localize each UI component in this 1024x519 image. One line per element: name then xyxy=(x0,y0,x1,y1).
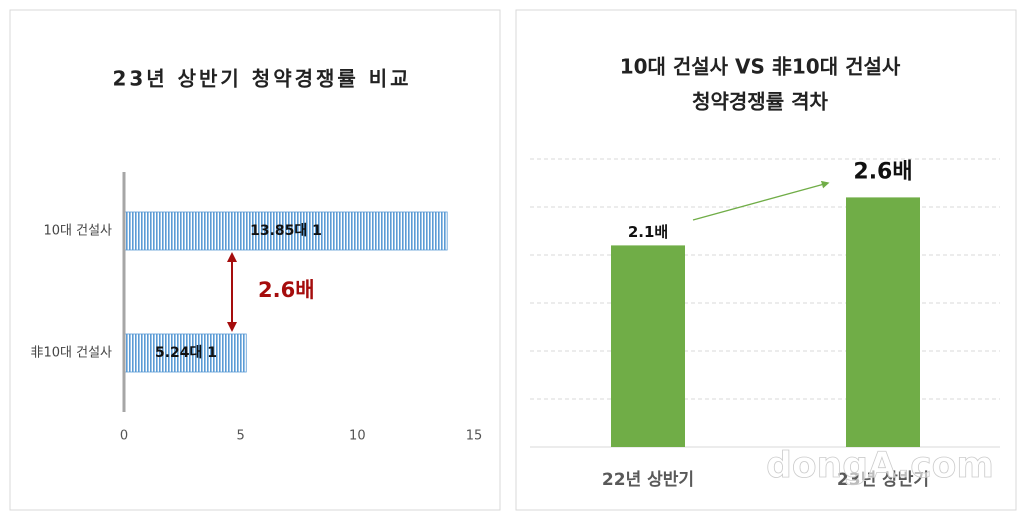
value-label: 2.1배 xyxy=(628,223,668,241)
category-label: 非10대 건설사 xyxy=(30,346,112,361)
chart-title: 23년 상반기 청약경쟁률 비교 xyxy=(112,67,411,91)
bar xyxy=(123,333,247,373)
value-label: 5.24대 1 xyxy=(155,345,217,361)
chart-title: 청약경쟁률 격차 xyxy=(692,90,828,114)
x-tick-label: 5 xyxy=(237,429,245,444)
right-panel xyxy=(515,9,1017,511)
x-tick-label: 15 xyxy=(466,429,483,444)
watermark: dongA.com xyxy=(766,445,994,486)
annotation: 2.6배 xyxy=(258,278,315,302)
x-tick-label: 22년 상반기 xyxy=(602,470,694,490)
x-tick-label: 23년 상반기 xyxy=(837,470,929,490)
bar xyxy=(123,211,448,251)
x-tick-label: 10 xyxy=(349,429,366,444)
value-label: 2.6배 xyxy=(853,159,912,184)
trend-arrow xyxy=(692,180,830,221)
value-label: 13.85대 1 xyxy=(250,223,322,239)
category-label: 10대 건설사 xyxy=(43,224,112,239)
bar xyxy=(846,197,920,447)
bar xyxy=(611,245,685,447)
chart-title: 10대 건설사 VS 非10대 건설사 xyxy=(620,55,901,79)
left-panel xyxy=(9,9,501,511)
x-tick-label: 0 xyxy=(120,429,128,444)
